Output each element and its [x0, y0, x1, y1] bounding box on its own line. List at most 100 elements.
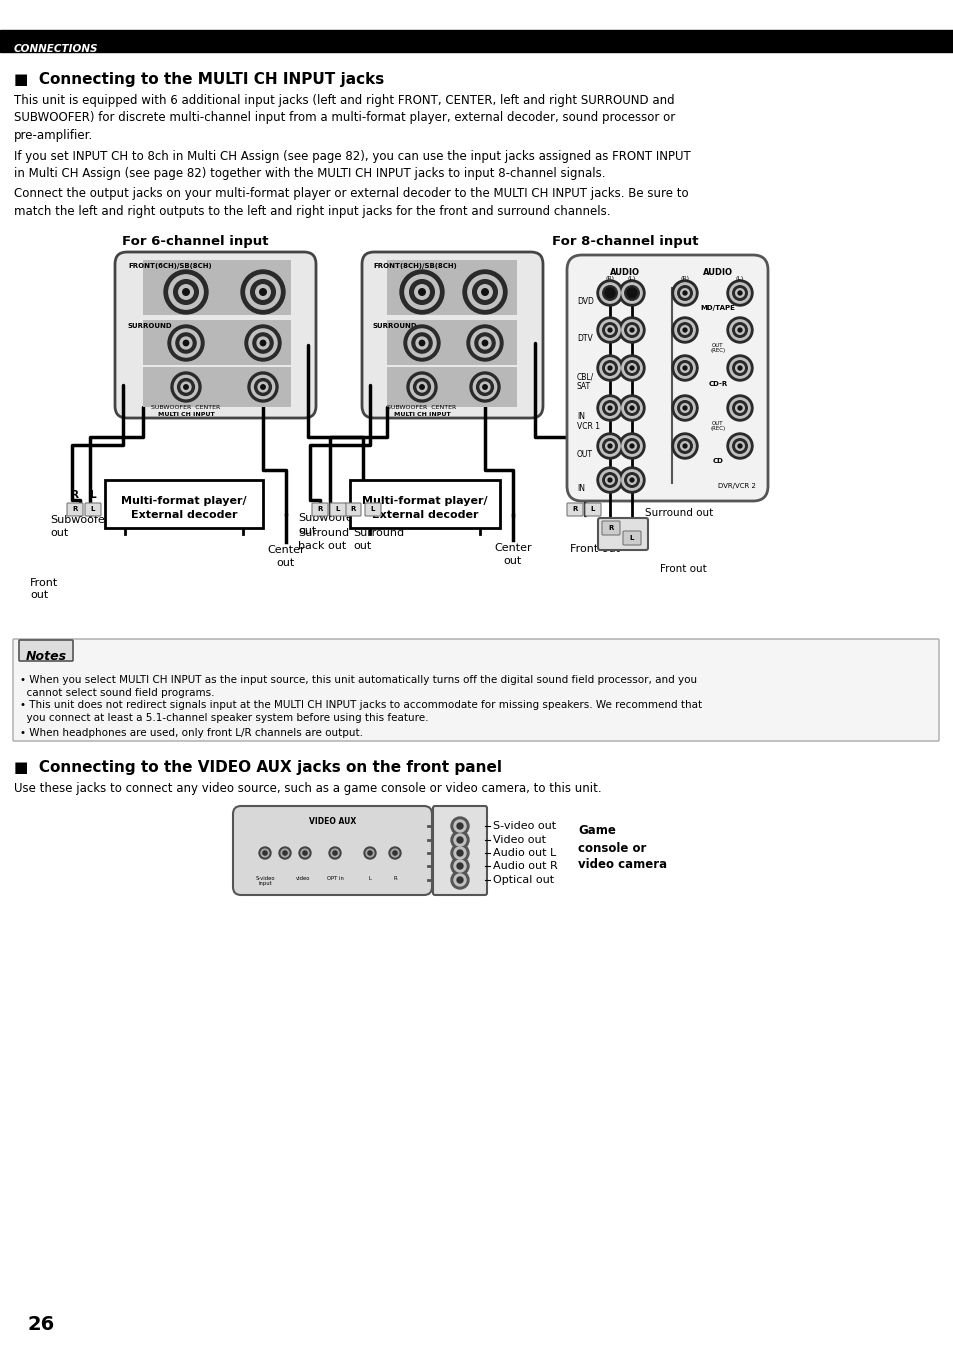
Circle shape — [389, 847, 400, 859]
Circle shape — [597, 433, 622, 460]
FancyBboxPatch shape — [365, 503, 380, 516]
Circle shape — [732, 322, 746, 337]
FancyBboxPatch shape — [330, 503, 346, 516]
Circle shape — [735, 403, 743, 412]
Circle shape — [607, 328, 611, 332]
Circle shape — [283, 851, 287, 855]
Circle shape — [301, 849, 309, 857]
Circle shape — [260, 340, 266, 345]
Text: SUBWOOFER  CENTER: SUBWOOFER CENTER — [152, 404, 220, 410]
Text: L: L — [629, 535, 634, 541]
Circle shape — [680, 288, 689, 298]
Circle shape — [726, 395, 752, 421]
Text: CONNECTIONS: CONNECTIONS — [14, 44, 98, 54]
Circle shape — [253, 333, 273, 353]
Circle shape — [735, 364, 743, 372]
Circle shape — [621, 357, 641, 379]
Text: MD/TAPE: MD/TAPE — [700, 305, 735, 311]
Text: Center: Center — [494, 543, 531, 553]
Circle shape — [481, 288, 488, 295]
Text: R: R — [72, 506, 77, 512]
Text: IN
VCR 1: IN VCR 1 — [577, 412, 599, 431]
Text: MULTI CH INPUT: MULTI CH INPUT — [394, 412, 450, 417]
Circle shape — [738, 328, 741, 332]
Circle shape — [478, 337, 491, 349]
Circle shape — [415, 284, 429, 299]
Circle shape — [729, 357, 749, 379]
Circle shape — [677, 438, 692, 453]
Circle shape — [451, 857, 469, 875]
FancyBboxPatch shape — [622, 531, 640, 545]
Text: video: video — [295, 876, 310, 882]
Circle shape — [331, 849, 338, 857]
Circle shape — [618, 433, 644, 460]
Bar — [105, 480, 263, 528]
Circle shape — [368, 851, 372, 855]
Text: External decoder: External decoder — [372, 510, 477, 520]
Circle shape — [729, 435, 749, 456]
Circle shape — [624, 322, 639, 337]
Circle shape — [605, 403, 614, 412]
Text: Notes: Notes — [26, 650, 67, 663]
Circle shape — [597, 355, 622, 381]
Circle shape — [738, 367, 741, 369]
Circle shape — [597, 466, 622, 493]
Text: FRONT(8CH)/SB(8CH): FRONT(8CH)/SB(8CH) — [373, 263, 456, 270]
Circle shape — [456, 851, 462, 856]
Circle shape — [475, 333, 495, 353]
Circle shape — [329, 847, 340, 859]
Circle shape — [169, 275, 203, 309]
Text: IN: IN — [577, 484, 584, 493]
Bar — [387, 260, 517, 315]
Circle shape — [454, 834, 465, 847]
Circle shape — [482, 340, 487, 345]
Circle shape — [629, 291, 634, 295]
Circle shape — [682, 328, 686, 332]
Circle shape — [674, 283, 695, 303]
Circle shape — [729, 319, 749, 340]
Text: Multi-format player/: Multi-format player/ — [362, 496, 487, 506]
Bar — [350, 480, 499, 528]
Circle shape — [674, 398, 695, 418]
Circle shape — [605, 442, 614, 450]
Circle shape — [726, 433, 752, 460]
Text: R: R — [608, 524, 613, 531]
Circle shape — [399, 270, 443, 314]
Circle shape — [404, 275, 438, 309]
Circle shape — [456, 837, 462, 842]
Circle shape — [671, 317, 698, 342]
Text: DVD: DVD — [577, 297, 594, 306]
Circle shape — [602, 400, 617, 415]
Text: External decoder: External decoder — [131, 510, 237, 520]
Text: (R): (R) — [679, 276, 689, 280]
Circle shape — [605, 364, 614, 372]
Circle shape — [260, 384, 265, 390]
Circle shape — [624, 438, 639, 453]
Circle shape — [605, 288, 614, 298]
Text: 26: 26 — [28, 1316, 55, 1335]
Circle shape — [258, 847, 271, 859]
Circle shape — [473, 375, 497, 399]
Circle shape — [454, 847, 465, 859]
FancyBboxPatch shape — [433, 806, 486, 895]
FancyBboxPatch shape — [345, 503, 360, 516]
Text: Surround: Surround — [297, 528, 349, 538]
Bar — [143, 367, 291, 407]
Circle shape — [599, 357, 619, 379]
Circle shape — [409, 279, 434, 305]
Circle shape — [410, 375, 434, 399]
Text: S-video
input: S-video input — [255, 876, 274, 887]
Circle shape — [183, 340, 189, 345]
Text: out: out — [50, 528, 69, 538]
Text: out: out — [276, 558, 294, 568]
Circle shape — [629, 443, 634, 448]
Text: L: L — [590, 506, 595, 512]
Bar — [387, 367, 517, 407]
Circle shape — [451, 830, 469, 849]
Text: MULTI CH INPUT: MULTI CH INPUT — [157, 412, 214, 417]
Text: AUDIO: AUDIO — [609, 268, 639, 276]
Text: (L): (L) — [627, 276, 636, 280]
Circle shape — [419, 340, 424, 345]
Circle shape — [403, 325, 439, 361]
Circle shape — [680, 442, 689, 450]
